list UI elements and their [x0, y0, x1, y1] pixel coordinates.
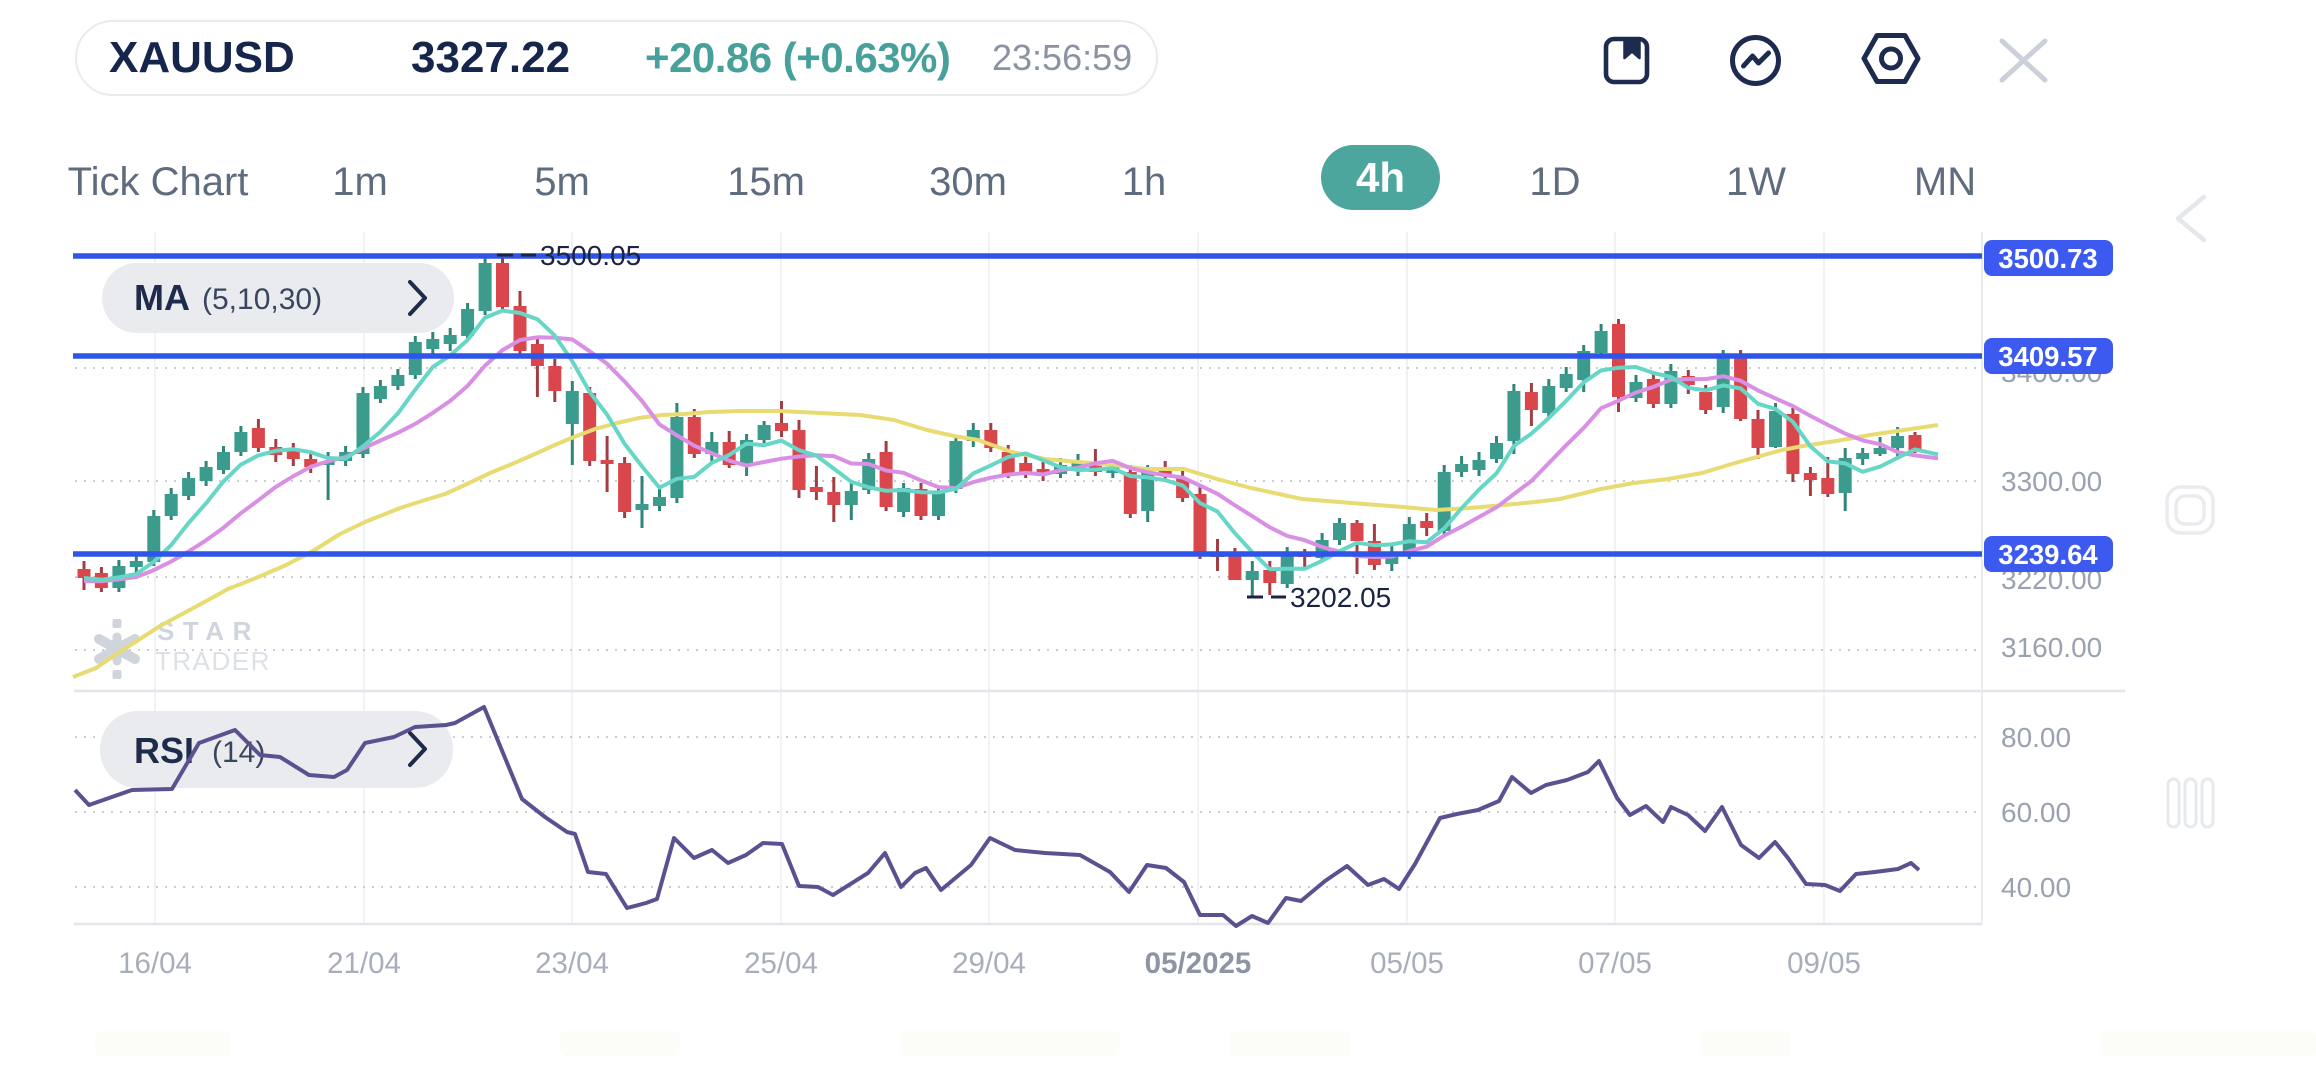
- svg-text:(5,10,30): (5,10,30): [202, 283, 322, 316]
- svg-text:05/2025: 05/2025: [1145, 947, 1252, 980]
- svg-text:3409.57: 3409.57: [1998, 341, 2097, 372]
- svg-text:3500.73: 3500.73: [1998, 243, 2097, 274]
- svg-text:MA: MA: [134, 277, 190, 318]
- svg-text:40.00: 40.00: [2001, 872, 2071, 903]
- svg-text:07/05: 07/05: [1578, 947, 1652, 980]
- svg-text:29/04: 29/04: [952, 947, 1026, 980]
- svg-text:23/04: 23/04: [535, 947, 609, 980]
- svg-text:09/05: 09/05: [1787, 947, 1861, 980]
- svg-text:25/04: 25/04: [744, 947, 818, 980]
- svg-text:3500.05: 3500.05: [540, 240, 641, 271]
- svg-text:05/05: 05/05: [1370, 947, 1444, 980]
- svg-text:RSI: RSI: [134, 730, 194, 771]
- svg-text:3202.05: 3202.05: [1290, 582, 1391, 613]
- svg-text:80.00: 80.00: [2001, 722, 2071, 753]
- svg-text:21/04: 21/04: [327, 947, 401, 980]
- svg-text:3239.64: 3239.64: [1998, 539, 2098, 570]
- svg-text:3300.00: 3300.00: [2001, 466, 2102, 497]
- svg-text:3160.00: 3160.00: [2001, 632, 2102, 663]
- svg-text:TRADER: TRADER: [155, 646, 271, 676]
- svg-text:60.00: 60.00: [2001, 797, 2071, 828]
- svg-text:16/04: 16/04: [118, 947, 192, 980]
